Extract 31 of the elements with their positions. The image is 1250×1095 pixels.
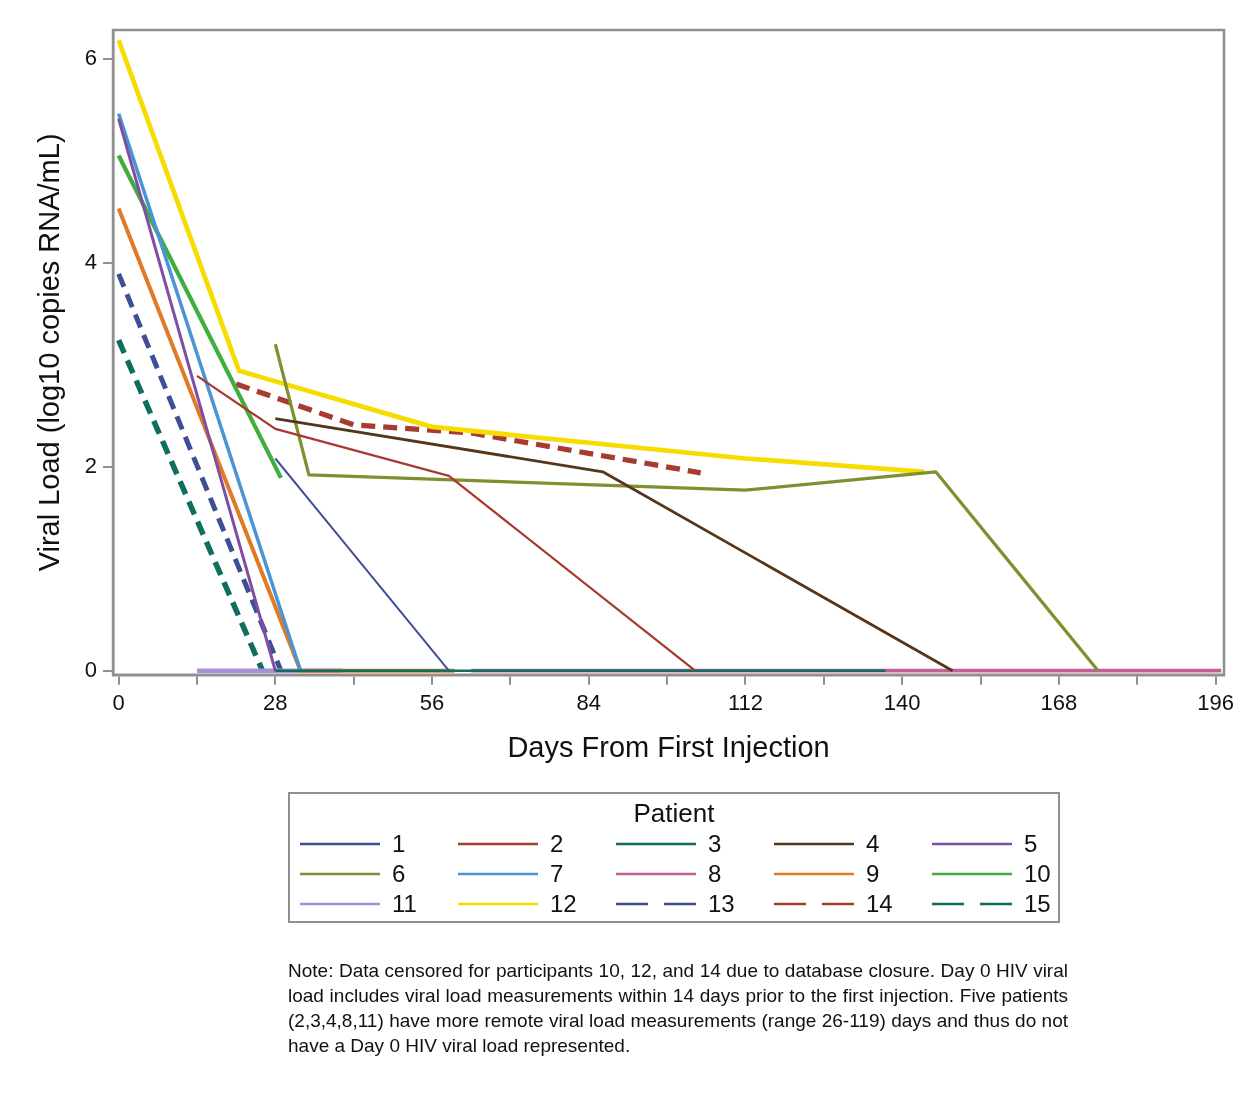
legend-label: 7 bbox=[550, 860, 565, 888]
legend-label: 13 bbox=[708, 890, 736, 918]
legend-label: 2 bbox=[550, 830, 565, 858]
legend-label: 8 bbox=[708, 860, 723, 888]
x-tick-label: 140 bbox=[883, 690, 921, 716]
text: Note: Data censored for participants 10, 12, and 14 due to database closure. Day 0 HIV viral load includes viral load measurements within 14 days prior to the first injection. Five patients (2,3,4,8,11) have more remote viral load measurements (range 26-119) days and thus do not have a Day 0 HIV viral load represented. bbox=[288, 959, 1068, 1058]
x-axis-title: Days From First Injection bbox=[507, 730, 830, 763]
legend-label: 15 bbox=[1024, 890, 1052, 918]
y-tick-label: 4 bbox=[84, 248, 98, 274]
y-tick-label: 2 bbox=[84, 452, 98, 478]
legend-label: 14 bbox=[866, 890, 894, 918]
x-tick-label: 196 bbox=[1197, 690, 1234, 716]
y-tick-label: 6 bbox=[84, 44, 98, 70]
legend-label: 5 bbox=[1024, 830, 1039, 858]
legend-label: 11 bbox=[392, 890, 418, 918]
legend-label: 6 bbox=[392, 860, 407, 888]
legend-label: 4 bbox=[866, 830, 881, 858]
legend-label: 10 bbox=[1024, 860, 1052, 888]
legend-label: 1 bbox=[392, 830, 407, 858]
y-axis-title: Viral Load (log10 copies RNA/mL) bbox=[33, 133, 66, 572]
x-tick-label: 112 bbox=[727, 690, 764, 716]
x-tick-label: 56 bbox=[419, 690, 445, 716]
legend-label: 9 bbox=[866, 860, 881, 888]
x-tick-label: 0 bbox=[112, 690, 125, 716]
legend-label: 3 bbox=[708, 830, 723, 858]
legend-title: Patient bbox=[632, 798, 716, 829]
legend-label: 12 bbox=[550, 890, 578, 918]
x-tick-label: 168 bbox=[1040, 690, 1078, 716]
y-tick-label: 0 bbox=[84, 656, 98, 682]
x-tick-label: 84 bbox=[576, 690, 602, 716]
x-tick-label: 28 bbox=[263, 690, 288, 716]
